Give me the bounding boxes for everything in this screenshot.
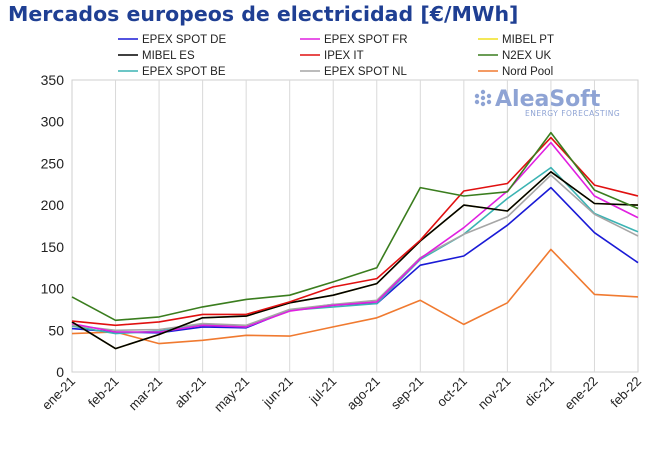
legend-item: MIBEL ES: [118, 50, 195, 62]
x-tick-label: oct-21: [434, 374, 470, 410]
x-tick-label: jul-21: [306, 374, 340, 408]
series-line-mibel-es: [71, 171, 639, 350]
legend-item: N2EX UK: [478, 50, 552, 62]
logo-dots-icon: [474, 89, 492, 107]
legend-item: MIBEL PT: [478, 34, 554, 46]
x-tick-label: feb-22: [607, 374, 644, 411]
legend-label: IPEX IT: [324, 50, 364, 62]
series-line-nord-pool: [71, 248, 639, 345]
series-lines: [71, 131, 639, 350]
legend-item: EPEX SPOT BE: [118, 66, 226, 78]
plot-area: [71, 79, 639, 373]
y-tick-label: 300: [41, 114, 65, 130]
y-tick-label: 350: [41, 72, 65, 88]
x-axis: ene-21 feb-21 mar-21 abr-21 may-21 jun-21 jul-…: [39, 374, 644, 415]
y-tick-label: 100: [41, 281, 65, 297]
series-line-n2ex-uk: [71, 131, 639, 322]
logo-tagline: ENERGY FORECASTING: [525, 109, 620, 118]
legend-label: N2EX UK: [502, 50, 552, 62]
x-tick-label: mar-21: [125, 374, 165, 414]
y-tick-label: 0: [56, 364, 64, 380]
x-tick-label: dic-21: [521, 374, 557, 410]
y-axis: 0 50 100 150 200 250 300 350: [41, 72, 65, 380]
y-tick-label: 150: [41, 239, 65, 255]
legend-label: EPEX SPOT BE: [142, 66, 226, 78]
logo-name: AleaSoft: [495, 87, 601, 112]
y-tick-label: 50: [48, 322, 64, 338]
legend-item: EPEX SPOT DE: [118, 34, 226, 46]
legend: EPEX SPOT DE EPEX SPOT FR MIBEL PT MIBEL ES…: [118, 34, 554, 78]
legend-label: Nord Pool: [502, 66, 553, 78]
y-tick-label: 250: [41, 155, 65, 171]
x-tick-label: abr-21: [172, 374, 209, 411]
x-tick-label: jun-21: [259, 374, 296, 411]
x-tick-label: sep-21: [388, 374, 427, 413]
x-tick-label: ene-22: [561, 374, 600, 413]
series-line-epex-spot-de: [71, 186, 639, 334]
legend-label: EPEX SPOT NL: [324, 66, 407, 78]
legend-item: EPEX SPOT FR: [300, 34, 408, 46]
legend-item: EPEX SPOT NL: [300, 66, 407, 78]
legend-label: EPEX SPOT DE: [142, 34, 226, 46]
legend-label: MIBEL ES: [142, 50, 195, 62]
x-tick-label: nov-21: [475, 374, 514, 413]
chart-title: Mercados europeos de electricidad [€/MWh…: [8, 2, 519, 26]
aleasoft-logo: AleaSoft ENERGY FORECASTING: [474, 87, 620, 118]
series-line-ipex-it: [71, 136, 639, 327]
series-line-epex-spot-be: [71, 166, 639, 335]
legend-label: MIBEL PT: [502, 34, 554, 46]
x-tick-label: ago-21: [344, 374, 383, 413]
y-tick-label: 200: [41, 197, 65, 213]
series-line-epex-spot-nl: [71, 174, 639, 332]
x-tick-label: may-21: [211, 374, 252, 415]
legend-item: Nord Pool: [478, 66, 553, 78]
legend-item: IPEX IT: [300, 50, 364, 62]
x-tick-label: feb-21: [85, 374, 122, 411]
legend-label: EPEX SPOT FR: [324, 34, 408, 46]
